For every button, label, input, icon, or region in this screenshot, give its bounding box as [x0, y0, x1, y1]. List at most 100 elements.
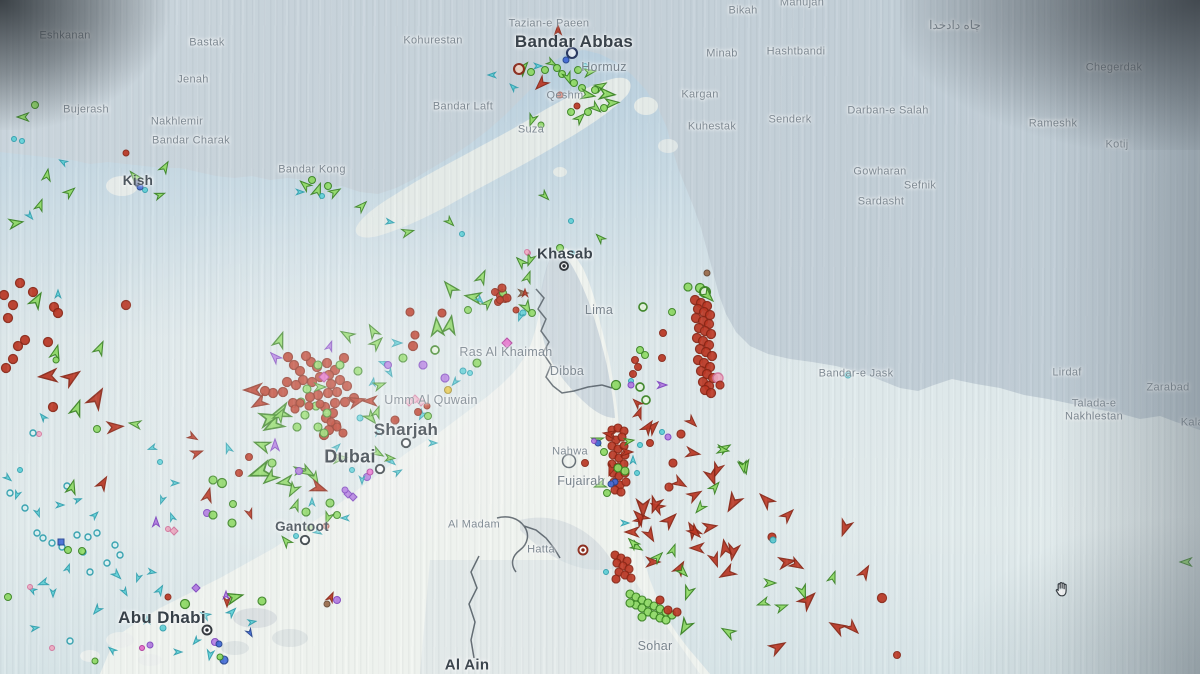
vessel-marker[interactable]	[763, 577, 778, 589]
vessel-marker[interactable]	[430, 315, 446, 338]
vessel-marker[interactable]	[249, 392, 271, 412]
vessel-marker[interactable]	[285, 480, 303, 498]
vessel-marker[interactable]	[843, 618, 861, 636]
vessel-marker[interactable]	[7, 353, 19, 365]
vessel-marker[interactable]	[93, 425, 101, 433]
vessel-marker[interactable]	[620, 446, 635, 458]
vessel-marker[interactable]	[661, 615, 671, 625]
vessel-marker[interactable]	[57, 538, 65, 546]
vessel-marker[interactable]	[338, 428, 348, 438]
vessel-marker[interactable]	[295, 467, 303, 475]
vessel-marker[interactable]	[459, 231, 465, 237]
vessel-marker[interactable]	[73, 531, 81, 539]
vessel-marker[interactable]	[625, 598, 635, 608]
vessel-marker[interactable]	[640, 525, 658, 543]
vessel-marker[interactable]	[665, 542, 679, 559]
vessel-marker[interactable]	[259, 385, 271, 397]
vessel-marker[interactable]	[407, 340, 419, 352]
vessel-marker[interactable]	[556, 244, 564, 252]
vessel-marker[interactable]	[27, 286, 39, 298]
vessel-marker[interactable]	[685, 487, 703, 505]
vessel-marker[interactable]	[36, 431, 42, 437]
vessel-marker[interactable]	[333, 596, 341, 604]
vessel-marker[interactable]	[325, 378, 337, 390]
vessel-marker[interactable]	[111, 541, 119, 549]
vessel-marker[interactable]	[293, 533, 299, 539]
vessel-marker[interactable]	[603, 489, 611, 497]
vessel-marker[interactable]	[629, 370, 637, 378]
vessel-marker[interactable]	[676, 615, 696, 637]
vessel-marker[interactable]	[349, 467, 355, 473]
vessel-marker[interactable]	[243, 506, 255, 521]
vessel-marker[interactable]	[267, 458, 277, 468]
vessel-marker[interactable]	[427, 439, 439, 447]
vessel-marker[interactable]	[893, 651, 901, 659]
vessel-marker[interactable]	[560, 69, 574, 86]
vessel-marker[interactable]	[270, 330, 287, 351]
vessel-marker[interactable]	[142, 187, 148, 193]
vessel-marker[interactable]	[556, 91, 564, 99]
vessel-marker[interactable]	[298, 178, 314, 194]
vessel-marker[interactable]	[473, 293, 485, 305]
vessel-marker[interactable]	[279, 534, 295, 550]
vessel-marker[interactable]	[706, 480, 722, 496]
vessel-marker[interactable]	[369, 404, 383, 421]
vessel-marker[interactable]	[634, 363, 642, 371]
vessel-marker[interactable]	[594, 232, 608, 246]
vessel-marker[interactable]	[152, 190, 167, 202]
vessel-marker[interactable]	[321, 357, 333, 369]
vessel-marker[interactable]	[356, 414, 364, 422]
vessel-marker[interactable]	[72, 497, 83, 505]
vessel-marker[interactable]	[36, 576, 51, 588]
vessel-marker[interactable]	[404, 397, 414, 407]
vessel-marker[interactable]	[664, 433, 672, 441]
vessel-marker[interactable]	[664, 482, 674, 492]
vessel-marker[interactable]	[787, 555, 805, 573]
vessel-marker[interactable]	[120, 299, 132, 311]
vessel-marker[interactable]	[527, 68, 535, 76]
vessel-marker[interactable]	[13, 488, 23, 501]
vessel-marker[interactable]	[339, 327, 357, 345]
vessel-marker[interactable]	[64, 478, 79, 497]
vessel-marker[interactable]	[414, 408, 422, 416]
vessel-marker[interactable]	[391, 468, 403, 478]
vessel-marker[interactable]	[537, 121, 545, 129]
vessel-marker[interactable]	[641, 351, 649, 359]
vessel-marker[interactable]	[571, 111, 587, 127]
vessel-marker[interactable]	[672, 607, 682, 617]
vessel-marker[interactable]	[778, 507, 796, 525]
vessel-marker[interactable]	[591, 86, 599, 94]
vessel-marker[interactable]	[23, 209, 35, 221]
vessel-marker[interactable]	[398, 353, 408, 363]
vessel-marker[interactable]	[367, 335, 385, 353]
place-marker[interactable]	[299, 534, 311, 546]
vessel-marker[interactable]	[300, 350, 312, 362]
vessel-marker[interactable]	[61, 185, 77, 201]
vessel-marker[interactable]	[486, 71, 498, 79]
vessel-marker[interactable]	[390, 415, 400, 425]
place-marker[interactable]	[559, 261, 569, 271]
vessel-marker[interactable]	[32, 197, 46, 214]
vessel-marker[interactable]	[684, 445, 702, 459]
vessel-marker[interactable]	[369, 445, 385, 460]
vessel-marker[interactable]	[332, 422, 342, 432]
vessel-marker[interactable]	[0, 289, 10, 301]
vessel-marker[interactable]	[67, 398, 84, 419]
vessel-marker[interactable]	[143, 614, 151, 626]
vessel-marker[interactable]	[260, 467, 282, 487]
vessel-marker[interactable]	[567, 108, 575, 116]
vessel-marker[interactable]	[325, 498, 335, 508]
vessel-marker[interactable]	[319, 193, 325, 199]
vessel-marker[interactable]	[58, 158, 70, 168]
vessel-marker[interactable]	[473, 269, 489, 287]
vessel-marker[interactable]	[7, 217, 25, 231]
vessel-marker[interactable]	[215, 640, 223, 648]
vessel-marker[interactable]	[93, 475, 111, 493]
vessel-marker[interactable]	[0, 362, 12, 374]
vessel-marker[interactable]	[191, 634, 203, 646]
vessel-marker[interactable]	[573, 102, 581, 110]
vessel-marker[interactable]	[512, 306, 520, 314]
vessel-marker[interactable]	[645, 556, 662, 568]
vessel-marker[interactable]	[755, 595, 772, 609]
